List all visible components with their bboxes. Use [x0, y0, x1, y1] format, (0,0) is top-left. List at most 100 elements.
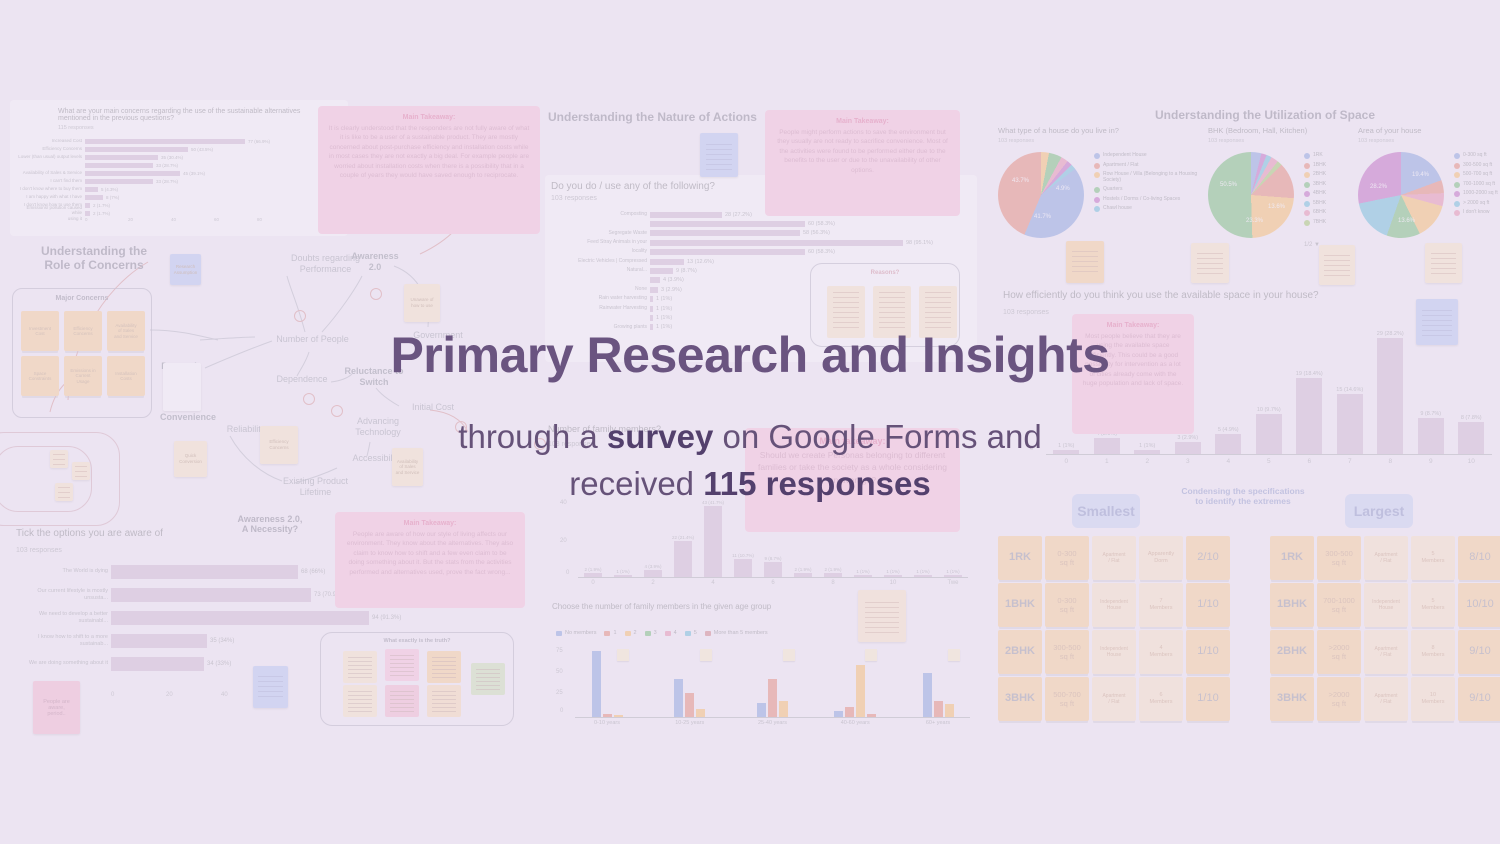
y-axis-label: 75 [556, 648, 563, 654]
x-axis: 0 20 40 [111, 692, 276, 698]
bar-row: We need to develop a better sustainabl..… [16, 606, 401, 629]
legend-label: Apartment / Flat [1103, 161, 1139, 168]
loop-diagram-outer [0, 432, 120, 526]
legend-label: 2BHK [1313, 171, 1327, 177]
table-row: 1RK 300-500 sq ft Apartment / Flat 5 Member… [1270, 536, 1500, 580]
concept-node: Convenience [146, 412, 230, 423]
bar [884, 575, 902, 577]
table-cell: Independent House [1092, 630, 1136, 674]
takeaway-heading: Main Takeaway: [403, 520, 457, 527]
responses-count: 103 responses [551, 195, 597, 202]
bar-value: 77 (66.9%) [248, 138, 271, 144]
bar-group [823, 645, 887, 717]
bar [111, 656, 204, 671]
bar-label: I know how to shift to a more sustainab.… [37, 634, 108, 647]
axis-tick: 80 [257, 217, 263, 222]
bar [1053, 450, 1080, 454]
table-cell: 2/10 [1186, 536, 1230, 580]
concept-node: Dependence [262, 374, 342, 385]
bar [650, 314, 653, 321]
table-cell: 9/10 [1458, 630, 1500, 674]
concept-node: Doubts regarding Performance [258, 253, 393, 276]
bar [650, 305, 653, 312]
legend-swatch [1094, 196, 1100, 203]
bar-column: 1 (1%) [938, 569, 968, 577]
table-row: 1RK 0-300 sq ft Apartment / Flat Apparently… [998, 536, 1230, 580]
bar-row: I don't know where to buy them 5 (4.3%) [18, 185, 348, 193]
age-group-chart [575, 645, 970, 718]
table-cell: >2000 sq ft [1317, 677, 1361, 721]
chart-question: Do you do / use any of the following? [551, 181, 715, 192]
bar-value: 1 (1%) [946, 569, 960, 574]
table-cell: 300-500 sq ft [1045, 630, 1089, 674]
legend-item: > 2000 sq ft [1454, 200, 1500, 207]
bar-column: 11 (10.7%) [728, 553, 758, 577]
bar-row: Electric Vehicles | Compressed 13 (12.6%… [551, 257, 971, 266]
legend-label: 4BHK [1313, 190, 1327, 196]
legend-label: Quarters [1103, 186, 1123, 192]
major-concerns-box: Major Concerns Investment Cost Efficiency… [12, 288, 152, 418]
bar [650, 230, 800, 237]
bar-label: Rain water harvesting [598, 295, 647, 302]
legend-label: 5BHK [1313, 199, 1327, 206]
sticky-note: Emissions in Current Usage [64, 356, 102, 396]
family-members-histogram: 2 (1.9%) 1 (1%) 4 (3.9%) 22 (21.4%) 43 (… [578, 452, 968, 578]
legend-label: 300-500 sq ft [1463, 161, 1493, 168]
chart-question: What are your main concerns regarding th… [58, 108, 301, 122]
chart-question: How efficiently do you think you use the… [1003, 290, 1319, 301]
table-cell: 10/10 [1458, 583, 1500, 627]
bar-value: 4 (3.9%) [1096, 431, 1118, 437]
bar-label: Availability of Sales & Service [22, 170, 82, 176]
pie-percentage-label: 13.6% [1268, 204, 1286, 210]
axis-tick: 8 [1388, 458, 1393, 465]
chart-question: Choose the number of family members in t… [552, 602, 772, 611]
table-cell: 2BHK [1270, 630, 1314, 674]
table-cell: 7 Members [1139, 583, 1183, 627]
legend-swatch [1454, 181, 1460, 188]
legend-swatch [1094, 162, 1100, 169]
bar-column: 19 (18.4%) [1289, 371, 1330, 454]
sticky-note: Investment Cost [21, 311, 59, 351]
bar [1255, 414, 1282, 454]
bar-value: 13 (12.6%) [687, 258, 714, 265]
bar-value: 45 (39.1%) [183, 170, 206, 176]
bar [1093, 438, 1120, 454]
legend-swatch [1304, 172, 1310, 178]
bar-label: Feed Stray Animals in your [587, 238, 647, 245]
bar-row: locality 60 (58.3%) [551, 248, 971, 257]
bar [944, 575, 962, 577]
bar-row: Efficiency Concerns 50 (43.5%) [18, 145, 348, 153]
pie-chart: 43.7% 41.7% 4.9% [998, 152, 1084, 238]
legend-swatch [1454, 191, 1460, 197]
concept-node-label: Reliability [226, 424, 266, 434]
legend-pager: 1/2 ▼ [1304, 242, 1320, 248]
bar-column: 1 (1%) [608, 569, 638, 577]
bar-label: locality [631, 248, 647, 255]
concept-node: Reliability [215, 424, 277, 435]
bar-row: Increased Cost 77 (66.9%) [18, 137, 348, 145]
legend-item: More than 5 members [704, 630, 768, 637]
concept-node-label: Advancing Technology [355, 416, 401, 438]
legend-item: 5 [684, 630, 697, 637]
axis-tick: 6 [1307, 458, 1312, 465]
bar-value: 1 (1%) [656, 314, 673, 321]
bar-label: Segregate Waste [608, 229, 647, 236]
y-axis-label: 0 [566, 570, 570, 576]
table-row: 1BHK 700-1000 sq ft Independent House 5 Mem… [1270, 583, 1500, 627]
bar-value: 5 (4.3%) [101, 186, 119, 192]
legend-label: Hostels / Dorms / Co-living Spaces [1103, 195, 1181, 202]
bar-value: 33 (28.7%) [156, 178, 179, 184]
concept-node: Reluctance to Switch [338, 366, 410, 389]
sticky-note [858, 590, 906, 642]
legend-swatch [1094, 206, 1100, 212]
axis-tick: 0-10 years [594, 720, 620, 726]
pie-legend: 1RK 1BHK 2BHK 3BHK 4BHK [1304, 152, 1409, 238]
bar-value: 60 (58.3%) [808, 249, 835, 256]
table-cell: 9/10 [1458, 677, 1500, 721]
table-cell: 1/10 [1186, 630, 1230, 674]
bar-value: 1 (1%) [656, 324, 673, 331]
axis-tick: 10-25 years [675, 720, 705, 726]
bar-value: 2 (1.7%) [93, 210, 111, 216]
bar-value: 34 (33%) [207, 660, 232, 667]
sticky-note [919, 286, 957, 338]
